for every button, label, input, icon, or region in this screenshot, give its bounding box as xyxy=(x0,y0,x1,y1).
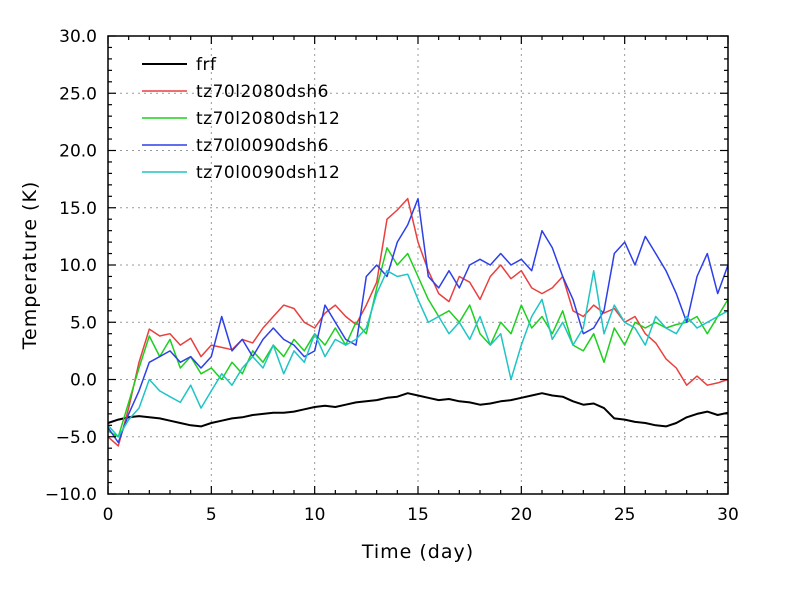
legend: frf tz70l2080dsh6 tz70l2080dsh12 tz70l0090d… xyxy=(142,55,340,183)
x-tick-label: 10 xyxy=(304,505,326,525)
x-tick-label: 20 xyxy=(511,505,533,525)
axis-ticks: 0 5 10 15 20 25 30 −10.0 −5.0 0.0 5.0 10.0 15.0 20.0 2… xyxy=(45,27,739,525)
y-tick-label: 25.0 xyxy=(59,84,97,104)
legend-label: tz70l2080dsh6 xyxy=(196,82,329,102)
x-tick-label: 15 xyxy=(407,505,429,525)
y-tick-label: 15.0 xyxy=(59,199,97,219)
y-tick-label: 30.0 xyxy=(59,27,97,47)
y-tick-label: −5.0 xyxy=(56,428,97,448)
y-tick-label: 10.0 xyxy=(59,256,97,276)
x-tick-label: 30 xyxy=(717,505,739,525)
y-tick-label: −10.0 xyxy=(45,485,97,505)
x-tick-label: 25 xyxy=(614,505,636,525)
series-lines xyxy=(107,197,729,447)
series-line-tz70l0090dsh6 xyxy=(107,197,729,444)
x-tick-label: 0 xyxy=(103,505,114,525)
y-axis-title: Temperature (K) xyxy=(19,181,41,351)
legend-label: frf xyxy=(196,55,217,75)
x-tick-label: 5 xyxy=(206,505,217,525)
series-line-tz70l2080dsh12 xyxy=(107,247,729,438)
series-line-tz70l0090dsh12 xyxy=(107,269,729,438)
legend-label: tz70l0090dsh6 xyxy=(196,136,329,156)
x-axis-title: Time (day) xyxy=(361,541,474,563)
y-tick-label: 0.0 xyxy=(70,371,97,391)
y-tick-label: 5.0 xyxy=(70,313,97,333)
series-line-frf xyxy=(107,392,729,428)
grid-lines xyxy=(108,36,728,494)
legend-label: tz70l0090dsh12 xyxy=(196,163,340,183)
legend-label: tz70l2080dsh12 xyxy=(196,109,340,129)
y-tick-label: 20.0 xyxy=(59,142,97,162)
